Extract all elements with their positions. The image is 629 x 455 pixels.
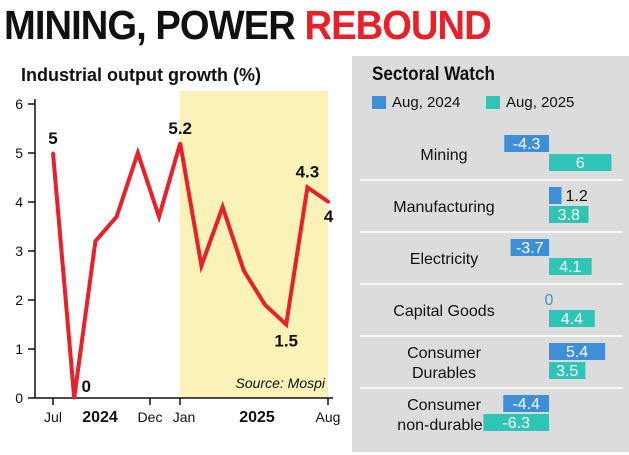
- bar-value-label: -4.4: [512, 396, 540, 413]
- legend-swatch-aug2024: [372, 96, 386, 109]
- bar-aug2024: [510, 239, 549, 256]
- line-chart: Industrial output growth (%) 0 1 2 3 4 5 6 Jul 20…: [15, 65, 341, 426]
- bar-aug2024: [549, 187, 562, 204]
- bar-aug2025: [483, 414, 549, 431]
- x-tick-label: Jan: [173, 409, 196, 425]
- source-note: Source: Mospi: [236, 375, 326, 391]
- legend-aug2025: Aug, 2025: [486, 94, 574, 111]
- bar-value-label: 6: [576, 155, 585, 172]
- data-point: [51, 151, 55, 155]
- series-line: [51, 142, 330, 399]
- bar-value-label: 4.1: [559, 259, 581, 276]
- legend-label-aug2024: Aug, 2024: [392, 94, 461, 111]
- category-label: Mining: [420, 147, 467, 164]
- y-tick-label: 6: [15, 96, 23, 112]
- data-point: [72, 396, 76, 400]
- y-tick-label: 0: [15, 390, 23, 406]
- x-tick-label: 2025: [239, 409, 275, 426]
- line-chart-title: Industrial output growth (%): [21, 65, 261, 85]
- legend-swatch-aug2025: [486, 96, 500, 109]
- bar-value-label: 1.2: [565, 188, 587, 205]
- y-tick-label: 4: [15, 194, 23, 210]
- data-point: [93, 239, 97, 243]
- bar-value-label: 0: [545, 292, 554, 309]
- data-label: 5: [48, 129, 57, 148]
- bar-value-label: 3.5: [556, 363, 578, 380]
- data-label: 5.2: [168, 119, 192, 138]
- data-point: [157, 215, 161, 219]
- data-point: [327, 200, 331, 204]
- data-label: 4.3: [296, 162, 320, 181]
- headline-part1: MINING, POWER: [4, 2, 305, 48]
- data-point: [305, 185, 309, 189]
- data-point: [263, 303, 267, 307]
- data-point: [242, 269, 246, 273]
- data-point: [136, 151, 140, 155]
- line-chart-panel: Industrial output growth (%) 0 1 2 3 4 5 6 Jul 20…: [3, 56, 348, 452]
- bar-value-label: 5.4: [566, 344, 588, 361]
- headline-part2: REBOUND: [304, 2, 491, 48]
- category-label: Manufacturing: [393, 199, 494, 216]
- legend-label-aug2025: Aug, 2025: [506, 94, 575, 111]
- bar-value-label: 3.8: [558, 207, 580, 224]
- bar-aug2025: [549, 154, 612, 171]
- bar-aug2025: [549, 258, 592, 275]
- data-point: [284, 323, 288, 326]
- bar-aug2024: [549, 343, 606, 360]
- sectoral-bar-chart: Mining -4.3 6 Manufacturing 1.2 3.8 Electricit…: [360, 135, 623, 434]
- bar-aug2024: [503, 395, 549, 412]
- sectoral-title: Sectoral Watch: [372, 64, 495, 85]
- data-point: [115, 215, 119, 219]
- headline: MINING, POWER REBOUND: [4, 2, 492, 48]
- bar-aug2025: [549, 310, 595, 327]
- bar-value-label: -4.3: [513, 136, 541, 153]
- y-tick-label: 3: [15, 243, 23, 259]
- category-label: Capital Goods: [393, 303, 494, 320]
- data-point: [178, 141, 182, 145]
- y-tick-label: 5: [15, 145, 23, 161]
- bar-value-label: 4.4: [561, 311, 583, 328]
- category-label: Consumer: [407, 345, 481, 362]
- y-tick-label: 1: [15, 341, 23, 357]
- bar-value-label: -6.3: [502, 415, 530, 432]
- highlight-region: [180, 91, 328, 398]
- category-label: Electricity: [410, 251, 478, 268]
- bar-value-label: -3.7: [516, 240, 544, 257]
- bar-aug2025: [549, 206, 589, 223]
- category-label: Durables: [412, 365, 476, 382]
- data-label: 1.5: [274, 332, 298, 351]
- bar-aug2025: [549, 362, 586, 379]
- data-label: 0: [81, 377, 90, 396]
- data-point: [199, 264, 203, 268]
- data-label: 4: [324, 207, 334, 226]
- category-label: non-durables: [397, 417, 490, 434]
- bar-aug2024: [504, 135, 549, 152]
- x-tick-label: Dec: [138, 409, 163, 425]
- y-tick-label: 2: [15, 292, 23, 308]
- x-tick-label: 2024: [82, 409, 118, 426]
- x-tick-label: Jul: [44, 409, 62, 425]
- x-tick-label: Aug: [316, 409, 341, 425]
- data-point: [221, 205, 225, 209]
- legend-aug2024: Aug, 2024: [372, 94, 460, 111]
- sectoral-watch-panel: Sectoral Watch Aug, 2024 Aug, 2025 Minin…: [352, 56, 629, 452]
- category-label: Consumer: [407, 397, 481, 414]
